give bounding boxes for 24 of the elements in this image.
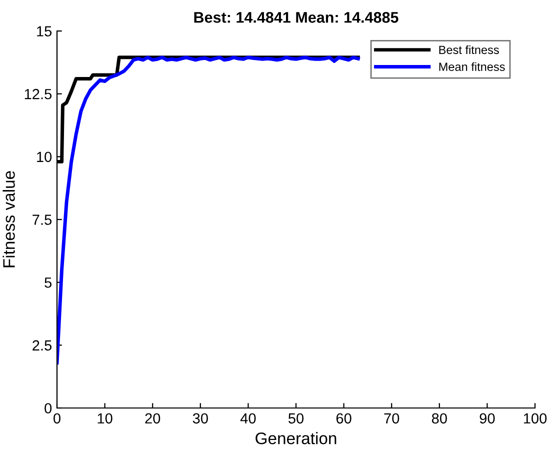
- x-tick-label: 60: [336, 413, 352, 424]
- y-axis-title: Fitness value: [2, 171, 15, 268]
- x-tick-label: 80: [432, 413, 447, 424]
- y-tick-label: 2.5: [32, 340, 52, 351]
- line-series: [57, 56, 360, 364]
- legend-label: Mean fitness: [439, 62, 505, 71]
- y-tick-label: 0: [44, 403, 52, 414]
- y-tick-label: 12.5: [24, 88, 52, 100]
- x-tick-label: 70: [384, 413, 400, 424]
- chart-title: Best: 14.4841 Mean: 14.4885: [194, 12, 398, 23]
- x-tick-label: 20: [145, 413, 160, 424]
- y-tick-label: 15: [37, 26, 52, 36]
- x-tick-label: 50: [288, 413, 304, 424]
- x-axis-title: Generation: [256, 432, 336, 444]
- legend-label: Best fitness: [439, 45, 499, 54]
- y-tick-label: 7.5: [32, 214, 52, 225]
- x-tick-label: 100: [524, 413, 547, 424]
- x-tick-label: 40: [240, 413, 256, 424]
- y-tick-label: 5: [44, 278, 52, 288]
- x-tick-label: 30: [192, 413, 208, 424]
- x-tick-label: 0: [54, 413, 60, 424]
- x-tick-label: 10: [98, 413, 112, 424]
- x-tick-label: 90: [480, 413, 495, 424]
- y-tick-label: 10: [37, 152, 52, 162]
